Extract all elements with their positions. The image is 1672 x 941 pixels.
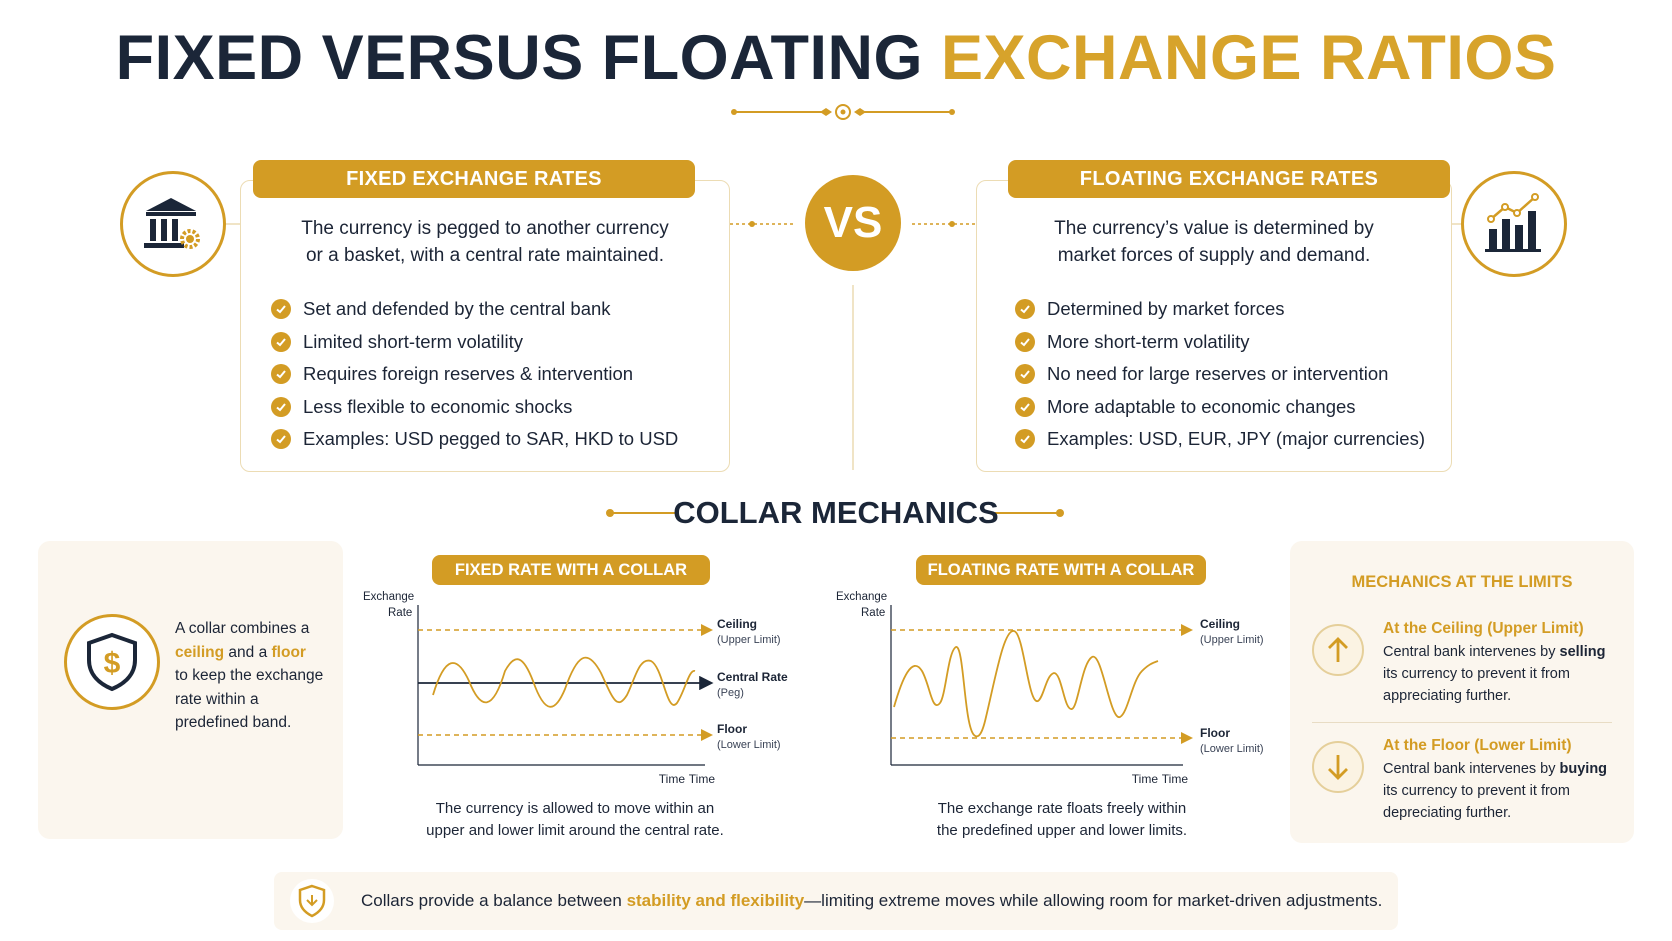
mechanics-title: MECHANICS AT THE LIMITS <box>1351 573 1573 591</box>
collar-heading: COLLAR MECHANICS <box>673 495 999 530</box>
bank-gear-icon <box>120 171 226 277</box>
floor-label: Floor <box>1200 726 1230 740</box>
fixed-rate-series-line <box>432 656 696 708</box>
title-divider <box>731 104 955 120</box>
check-icon <box>1015 429 1035 450</box>
floating-checklist: Determined by market forces More short-t… <box>1015 293 1425 456</box>
y-axis-label: Exchange <box>363 591 414 603</box>
list-item: Limited short-term volatility <box>271 326 678 359</box>
list-item: More short-term volatility <box>1015 326 1425 359</box>
check-icon <box>1015 364 1035 385</box>
list-item: Less flexible to economic shocks <box>271 391 678 424</box>
check-icon <box>271 396 291 417</box>
floating-chart-banner: FLOATING RATE WITH A COLLAR <box>916 555 1206 585</box>
central-rate-label: Central Rate <box>717 670 788 684</box>
fixed-description-line1: The currency is pegged to another curren… <box>301 218 669 239</box>
x-axis-label: Time <box>689 772 716 786</box>
vs-badge: VS <box>805 175 901 271</box>
svg-text:$: $ <box>104 647 121 680</box>
check-icon <box>1015 299 1035 320</box>
fixed-chart-caption: The currency is allowed to move within a… <box>426 800 724 839</box>
floating-collar-chart: Exchange Rate Ceiling (Upper Limit) Floo… <box>836 591 1264 786</box>
fixed-description-line2: or a basket, with a central rate maintai… <box>305 245 665 266</box>
footer-text: Collars provide a balance between stabil… <box>361 891 1383 910</box>
check-icon <box>271 331 291 352</box>
floating-description-line2: market forces of supply and demand. <box>1057 245 1371 266</box>
check-icon <box>271 364 291 385</box>
list-item: More adaptable to economic changes <box>1015 391 1425 424</box>
arrow-up-icon <box>1312 624 1364 676</box>
floor-sublabel: (Lower Limit) <box>1200 743 1264 755</box>
ceiling-mechanics-heading: At the Ceiling (Upper Limit) <box>1383 620 1584 637</box>
collar-heading-decor <box>606 509 1064 517</box>
shield-check-icon <box>290 879 334 923</box>
y-axis-label: Rate <box>388 607 412 619</box>
page-title: FIXED VERSUS FLOATING EXCHANGE RATIOS <box>0 22 1672 94</box>
list-item: Set and defended by the central bank <box>271 293 678 326</box>
fixed-chart-banner: FIXED RATE WITH A COLLAR <box>432 555 710 585</box>
fixed-description: The currency is pegged to another curren… <box>240 215 730 269</box>
fixed-heading: FIXED EXCHANGE RATES <box>253 160 695 198</box>
mechanics-box <box>1290 541 1634 843</box>
floor-mechanics-heading: At the Floor (Lower Limit) <box>1383 737 1572 754</box>
list-item: Examples: USD pegged to SAR, HKD to USD <box>271 423 678 456</box>
floating-description-line1: The currency’s value is determined by <box>1054 218 1374 239</box>
floating-description: The currency’s value is determined by ma… <box>976 215 1452 269</box>
x-axis-label: Time <box>1162 772 1189 786</box>
title-main: FIXED VERSUS FLOATING <box>115 23 941 93</box>
shield-dollar-icon: $ <box>64 614 160 710</box>
list-item: Examples: USD, EUR, JPY (major currencie… <box>1015 423 1425 456</box>
collar-intro-text: A collar combines a ceiling and a floor … <box>175 620 324 731</box>
footer-bar <box>274 872 1398 930</box>
ceiling-mechanics: At the Ceiling (Upper Limit) Central ban… <box>1383 620 1633 707</box>
arrow-down-icon <box>1312 741 1364 793</box>
floating-chart-caption: The exchange rate floats freely within t… <box>936 800 1188 839</box>
fixed-panel <box>240 180 730 472</box>
y-axis-label: Exchange <box>836 591 887 603</box>
divider <box>1312 722 1612 723</box>
floor-mechanics: At the Floor (Lower Limit) Central bank … <box>1383 737 1633 824</box>
check-icon <box>271 299 291 320</box>
y-axis-label: Rate <box>861 607 885 619</box>
x-axis-label: Time <box>1132 772 1159 786</box>
fixed-collar-chart: Exchange Rate Ceiling (Upper Limit) Cent… <box>363 591 788 786</box>
list-item: Determined by market forces <box>1015 293 1425 326</box>
central-rate-sublabel: (Peg) <box>717 687 744 699</box>
list-item: Requires foreign reserves & intervention <box>271 358 678 391</box>
title-accent: EXCHANGE RATIOS <box>941 23 1557 93</box>
floor-sublabel: (Lower Limit) <box>717 739 781 751</box>
ceiling-label: Ceiling <box>1200 617 1240 631</box>
fixed-checklist: Set and defended by the central bank Lim… <box>271 293 678 456</box>
list-item: No need for large reserves or interventi… <box>1015 358 1425 391</box>
floating-rate-series-line <box>893 630 1159 738</box>
floor-label: Floor <box>717 722 747 736</box>
floating-heading: FLOATING EXCHANGE RATES <box>1008 160 1450 198</box>
bar-chart-trend-icon <box>1461 171 1567 277</box>
ceiling-sublabel: (Upper Limit) <box>717 634 781 646</box>
check-icon <box>1015 396 1035 417</box>
ceiling-sublabel: (Upper Limit) <box>1200 634 1264 646</box>
x-axis-label: Time <box>659 772 686 786</box>
check-icon <box>1015 331 1035 352</box>
check-icon <box>271 429 291 450</box>
ceiling-label: Ceiling <box>717 617 757 631</box>
floating-panel <box>976 180 1452 472</box>
